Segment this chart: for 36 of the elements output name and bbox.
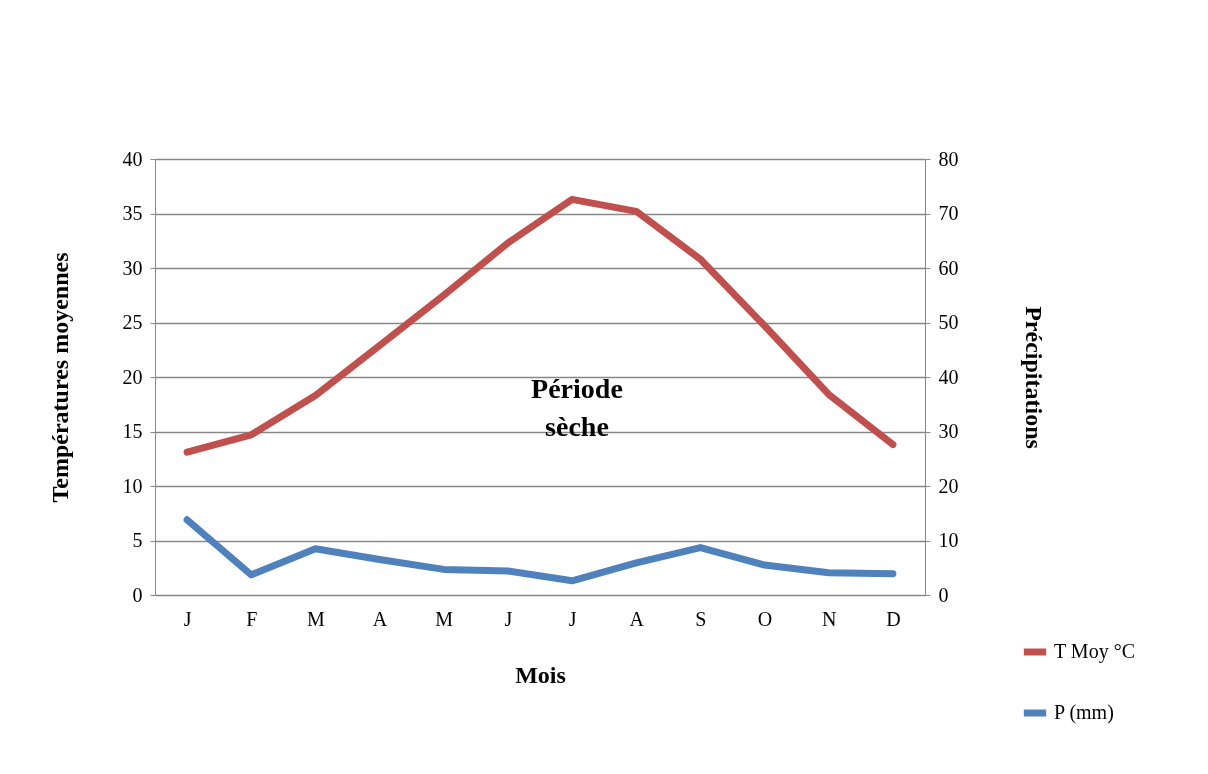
y-tick-label: 35	[122, 202, 143, 224]
y-tick-label: 5	[132, 529, 143, 551]
x-tick-label: F	[246, 607, 258, 630]
y2-tick-label: 50	[938, 311, 959, 333]
legend-label: T Moy °C	[1054, 640, 1135, 663]
y2-axis-title: Précipitations	[1020, 306, 1047, 449]
y2-tick-label: 40	[938, 365, 959, 388]
y2-tick-label: 20	[938, 474, 959, 497]
x-tick-label: S	[695, 607, 707, 630]
x-tick-label: M	[307, 607, 326, 630]
y-tick-label: 20	[122, 365, 143, 388]
x-tick-label: M	[435, 607, 454, 630]
y-axis-title: Températures moyennes	[46, 252, 73, 503]
x-axis-title: Mois	[515, 661, 566, 688]
x-tick-label: J	[183, 607, 192, 630]
legend-label: P (mm)	[1054, 701, 1114, 724]
y-tick-label: 15	[122, 420, 143, 442]
y2-tick-label: 70	[938, 202, 959, 224]
y2-tick-label: 30	[938, 420, 959, 442]
x-tick-label: N	[822, 607, 837, 630]
y-tick-label: 40	[122, 147, 143, 170]
y-tick-label: 10	[122, 474, 143, 497]
y-tick-label: 30	[122, 256, 143, 279]
y2-tick-label: 10	[938, 529, 959, 551]
x-tick-label: J	[504, 607, 513, 630]
annotation: Période sèche	[531, 373, 623, 443]
y-tick-label: 25	[122, 311, 143, 333]
y2-tick-label: 80	[938, 147, 959, 170]
x-tick-label: A	[372, 607, 388, 630]
y-tick-label: 0	[132, 583, 143, 606]
x-tick-label: A	[629, 607, 645, 630]
y2-tick-label: 0	[938, 583, 949, 606]
y2-tick-label: 60	[938, 256, 959, 279]
x-tick-label: J	[568, 607, 577, 630]
x-tick-label: O	[757, 607, 773, 630]
x-tick-label: D	[886, 607, 901, 630]
